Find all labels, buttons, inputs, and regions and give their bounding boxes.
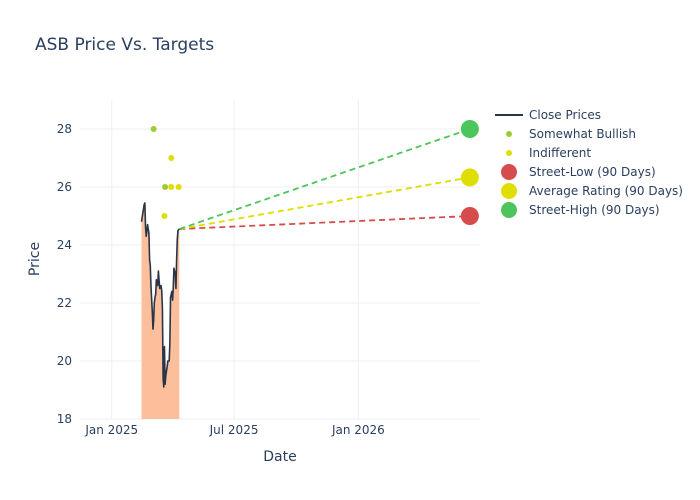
x-tick-label: Jan 2025 [84,423,138,437]
legend-label: Indifferent [529,146,591,160]
y-tick-label: 28 [57,122,72,136]
target-markers [460,120,479,225]
legend-label: Street-High (90 Days) [529,203,660,217]
x-axis-ticks: Jan 2025 Jul 2025 Jan 2026 [84,423,384,437]
legend-item-somewhat-bullish: Somewhat Bullish [506,127,636,141]
close-price-area [141,202,180,419]
chart-title: ASB Price Vs. Targets [35,35,214,55]
y-tick-label: 18 [57,412,72,426]
analyst-ratings [150,126,182,219]
legend-marker-swatch [501,164,517,180]
legend-marker-swatch [501,183,517,199]
legend-dot-swatch [506,131,512,137]
legend-label: Close Prices [529,108,601,122]
y-tick-label: 20 [57,354,72,368]
legend-item-indifferent: Indifferent [506,146,591,160]
legend-item-street-high: Street-High (90 Days) [501,202,660,218]
somewhat-bullish-point [162,184,169,190]
average-rating-marker [460,168,479,187]
target-projections [179,128,471,230]
y-tick-label: 22 [57,296,72,310]
indifferent-point [161,213,168,219]
close-price-path [140,202,180,388]
legend: Close Prices Somewhat Bullish Indifferent S… [495,108,683,218]
street-low-marker [460,207,479,225]
x-tick-label: Jan 2026 [331,423,385,437]
close-price-line [140,202,180,388]
street-high-projection [179,128,471,230]
legend-label: Street-Low (90 Days) [529,165,656,179]
legend-item-average: Average Rating (90 Days) [501,183,683,199]
close-price-fill [141,202,180,419]
grid-lines [80,100,480,420]
legend-label: Average Rating (90 Days) [529,184,683,198]
y-tick-label: 26 [57,180,72,194]
indifferent-point [168,184,175,190]
y-axis-ticks: 18 20 22 24 26 28 [57,122,72,426]
average-projection [179,176,471,230]
y-tick-label: 24 [57,238,72,252]
legend-marker-swatch [501,202,517,218]
x-tick-label: Jul 2025 [209,423,259,437]
legend-dot-swatch [506,150,512,156]
x-axis-label: Date [263,449,296,465]
y-axis-label: Price [27,242,43,276]
legend-item-close: Close Prices [495,108,601,122]
street-low-projection [179,215,470,230]
indifferent-point [175,184,182,190]
somewhat-bullish-point [150,126,157,132]
street-high-marker [460,120,479,138]
indifferent-point [168,155,175,161]
legend-label: Somewhat Bullish [529,127,636,141]
legend-item-street-low: Street-Low (90 Days) [501,164,656,180]
